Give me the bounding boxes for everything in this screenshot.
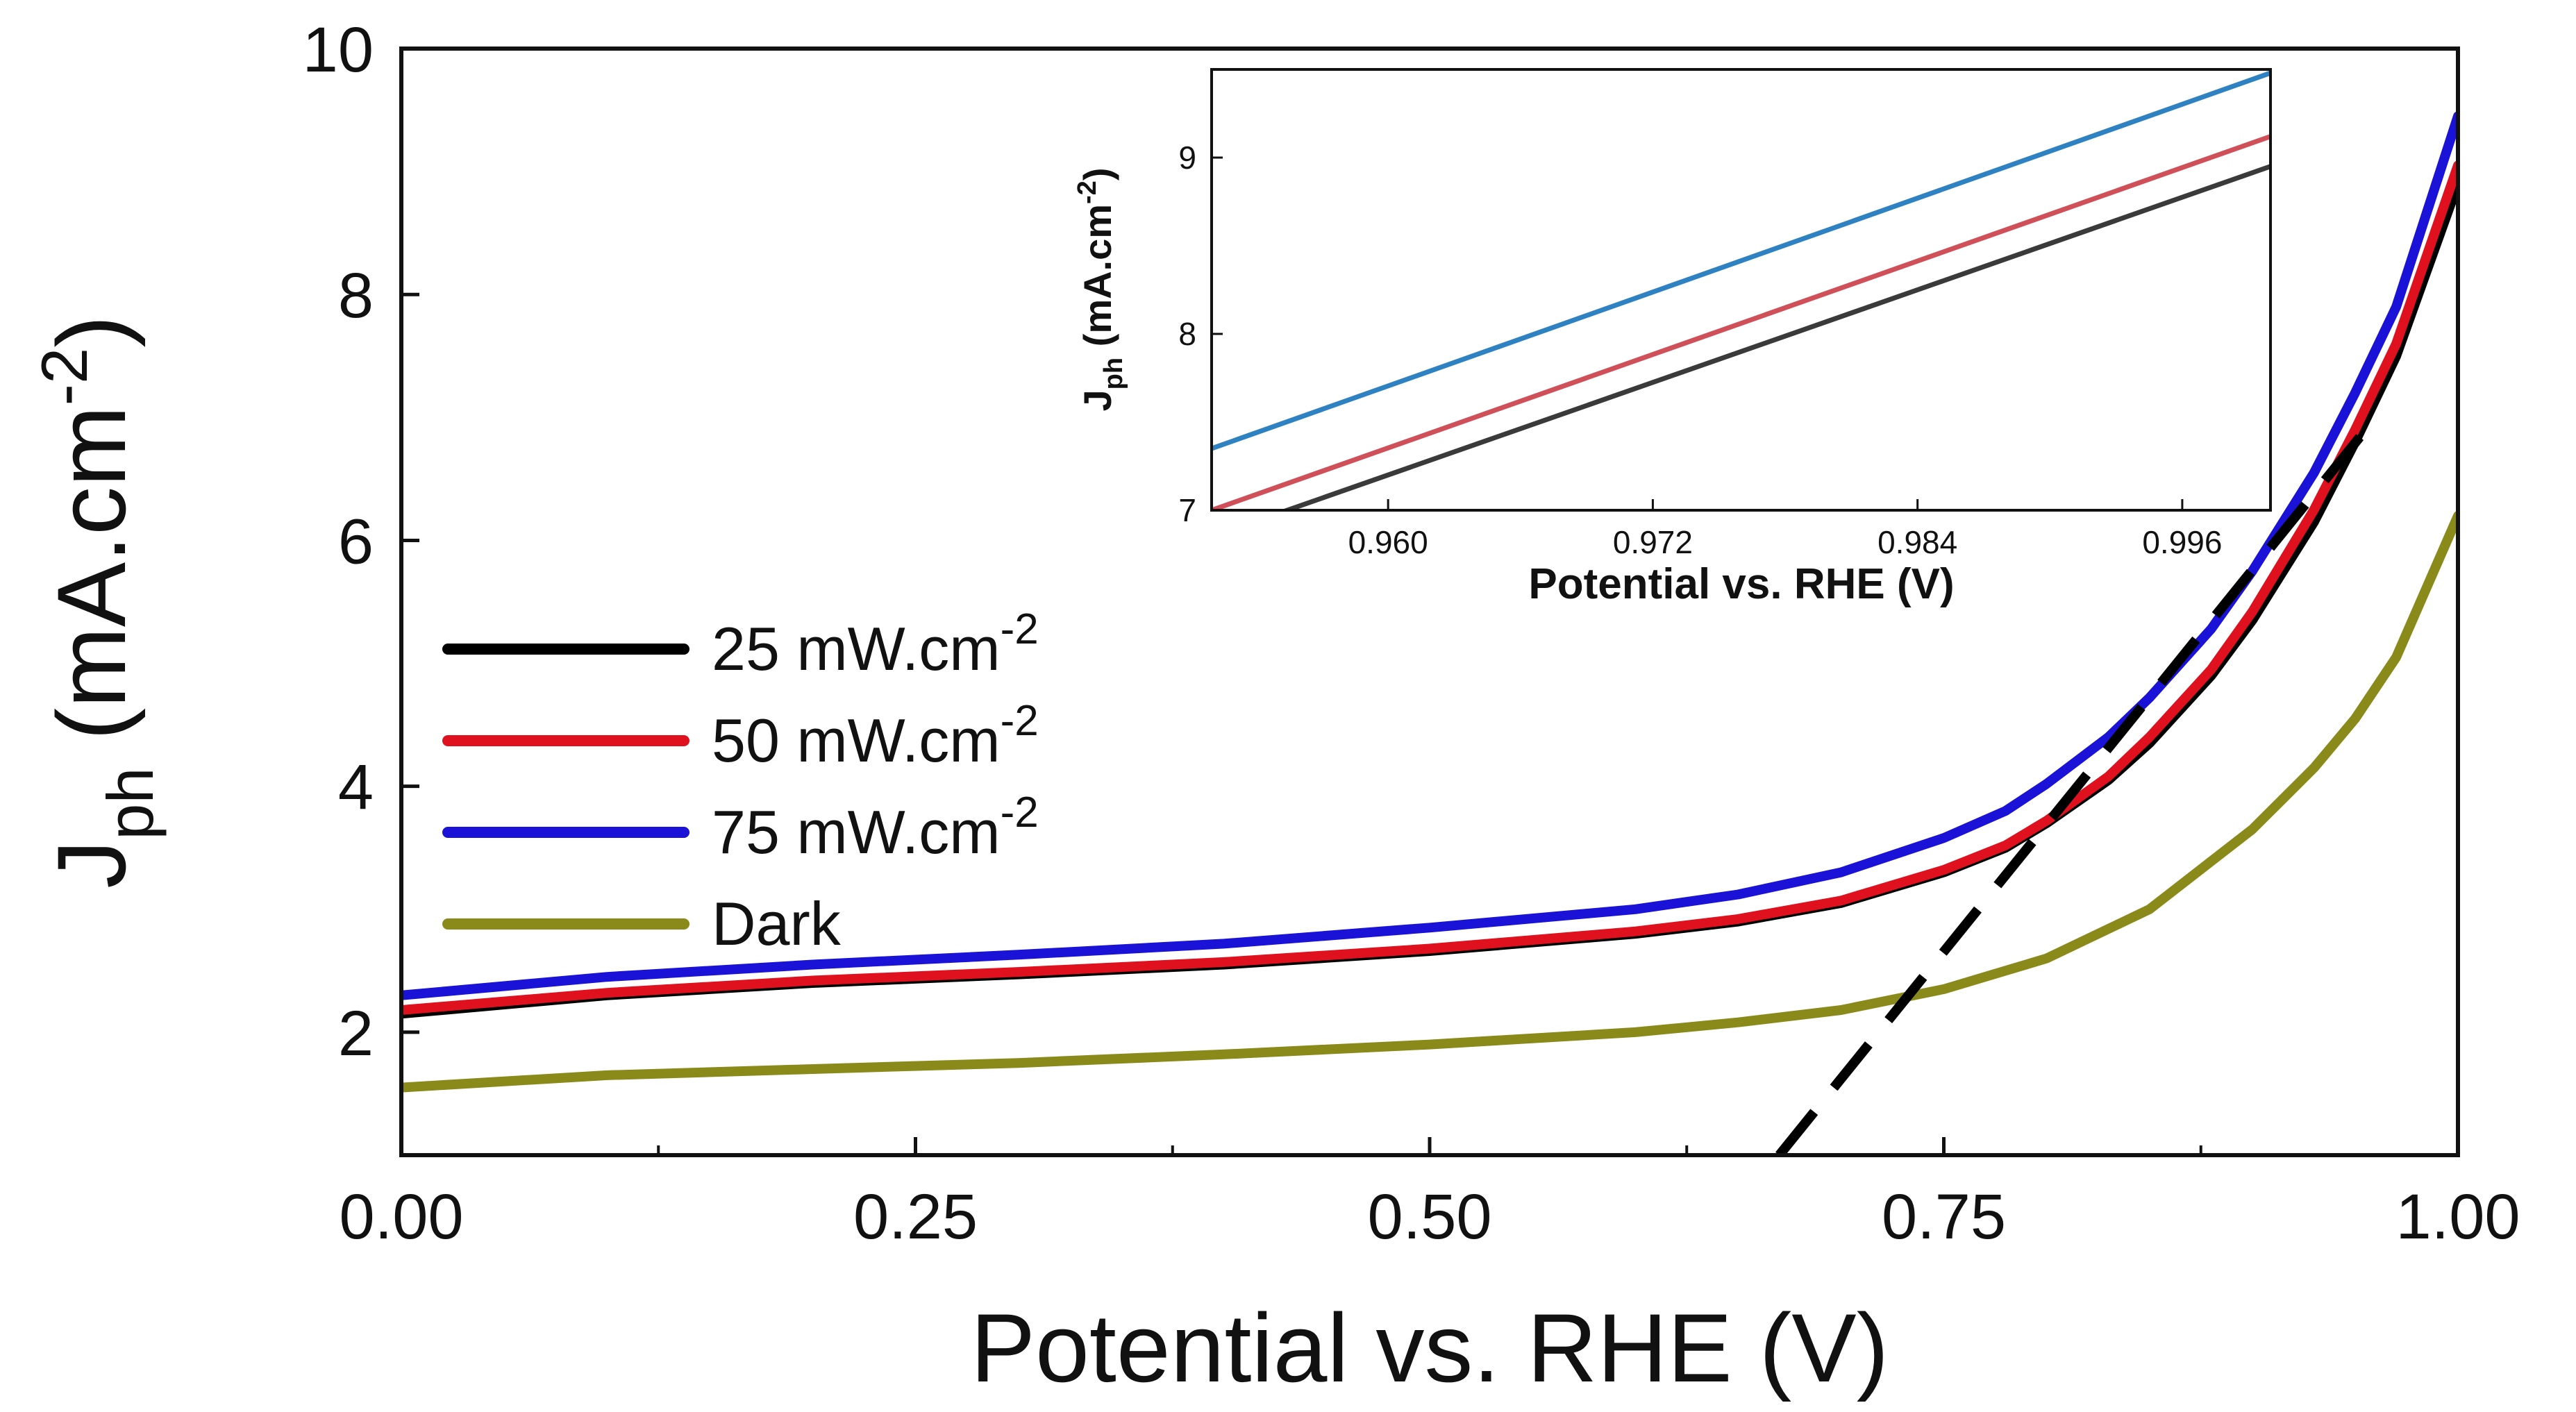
annotation-group [1775, 414, 2380, 1155]
x-tick-label-1: 0.25 [853, 1182, 978, 1252]
x-axis: 0.00 0.25 0.50 0.75 1.00 [339, 1137, 2520, 1252]
inset-y-axis-title: Jph (mA.cm-2) [1073, 168, 1128, 412]
inset-y-axis-title-rest: (mA.cm [1076, 204, 1119, 358]
legend-label-sup-0: -2 [1001, 605, 1039, 653]
inset-series-line-1 [1212, 134, 2270, 510]
y-tick-label-1: 4 [338, 753, 374, 823]
legend-label-sup-2: -2 [1001, 789, 1039, 837]
x-tick-label-2: 0.50 [1367, 1182, 1491, 1252]
series-line-3 [401, 511, 2458, 1093]
main-plot-area: 0.00 0.25 0.50 0.75 1.00 2 4 6 8 10 [303, 15, 2520, 1252]
inset-y-tick-label-0: 7 [1178, 492, 1196, 528]
y-tick-label-0: 2 [338, 998, 374, 1069]
y-axis-title-close: ) [37, 315, 146, 348]
x-tick-label-0: 0.00 [339, 1182, 463, 1252]
y-axis-title-sup: -2 [28, 348, 101, 406]
legend-label-3: Dark [712, 889, 842, 958]
inset-y-axis-title-main: J [1076, 389, 1119, 411]
x-tick-label-3: 0.75 [1882, 1182, 2006, 1252]
legend-label-0: 25 mW.cm-2 [712, 605, 1039, 683]
inset-y-axis-title-close: ) [1076, 168, 1119, 181]
inset-plot-frame [1210, 68, 2272, 512]
inset-x-axis: 0.960 0.972 0.984 0.996 [1348, 499, 2222, 560]
inset-x-axis-title: Potential vs. RHE (V) [1528, 560, 1954, 608]
legend-label-1: 50 mW.cm-2 [712, 697, 1039, 775]
inset-x-tick-label-0: 0.960 [1348, 524, 1428, 560]
inset-y-tick-label-1: 8 [1178, 316, 1196, 352]
inset-x-tick-label-2: 0.984 [1877, 524, 1957, 560]
legend-label-sup-1: -2 [1001, 697, 1039, 745]
inset-y-axis-title-sub: ph [1099, 358, 1128, 389]
legend-label-text-1: 50 mW.cm [712, 706, 1001, 775]
y-axis-title-rest: (mA.cm [37, 405, 146, 767]
inset-series-line-2 [1212, 70, 2270, 451]
series-line-2 [401, 111, 2458, 1000]
legend-label-2: 75 mW.cm-2 [712, 789, 1039, 866]
inset-series-group [1212, 70, 2270, 510]
y-tick-label-2: 6 [338, 506, 374, 577]
legend-label-text-3: Dark [712, 889, 842, 958]
inset-y-axis: 7 8 9 [1178, 140, 1223, 528]
main-series-group [401, 111, 2458, 1093]
inset-background [1212, 69, 2270, 510]
inset-y-axis-title-sup: -2 [1073, 180, 1102, 204]
legend-label-text-0: 25 mW.cm [712, 614, 1001, 683]
y-axis-title: Jph (mA.cm-2) [28, 315, 167, 889]
dashed-tangent-line-0 [1775, 414, 2380, 1155]
y-tick-label-3: 8 [338, 260, 374, 331]
series-line-1 [401, 160, 2458, 1015]
y-tick-label-4: 10 [303, 15, 374, 85]
inset-plot-area: 0.960 0.972 0.984 0.996 7 8 9 Potential vs. R… [1073, 68, 2272, 608]
x-axis-title: Potential vs. RHE (V) [971, 1293, 1889, 1402]
x-tick-label-4: 1.00 [2395, 1182, 2520, 1252]
inset-x-tick-label-1: 0.972 [1613, 524, 1693, 560]
inset-y-tick-label-2: 9 [1178, 140, 1196, 176]
y-axis-title-sub: ph [94, 767, 167, 840]
y-axis: 2 4 6 8 10 [303, 15, 419, 1069]
inset-series-line-0 [1280, 164, 2270, 510]
inset-x-tick-label-3: 0.996 [2142, 524, 2222, 560]
legend-label-text-2: 75 mW.cm [712, 798, 1001, 866]
y-axis-title-main: J [37, 840, 146, 889]
